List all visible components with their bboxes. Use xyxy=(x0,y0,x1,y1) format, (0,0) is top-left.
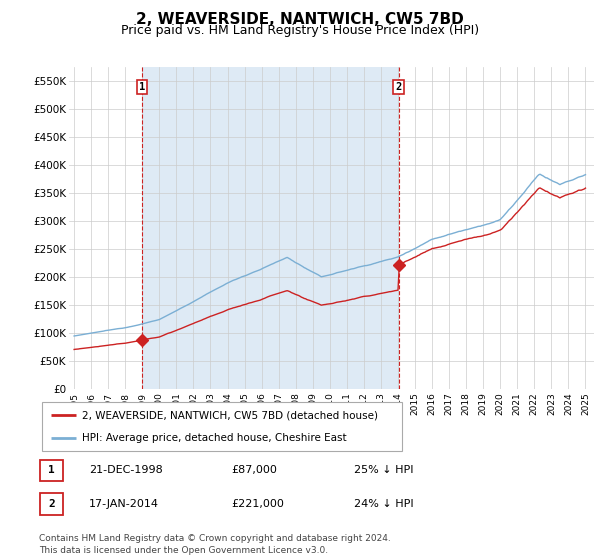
Text: £87,000: £87,000 xyxy=(231,465,277,475)
Text: 2, WEAVERSIDE, NANTWICH, CW5 7BD (detached house): 2, WEAVERSIDE, NANTWICH, CW5 7BD (detach… xyxy=(82,410,377,421)
Text: 1: 1 xyxy=(139,82,145,92)
Text: 2: 2 xyxy=(395,82,402,92)
Text: 17-JAN-2014: 17-JAN-2014 xyxy=(89,499,159,509)
FancyBboxPatch shape xyxy=(42,402,402,451)
Text: HPI: Average price, detached house, Cheshire East: HPI: Average price, detached house, Ches… xyxy=(82,433,346,444)
FancyBboxPatch shape xyxy=(40,460,63,481)
Bar xyxy=(142,67,398,389)
Text: 2, WEAVERSIDE, NANTWICH, CW5 7BD: 2, WEAVERSIDE, NANTWICH, CW5 7BD xyxy=(136,12,464,27)
Text: £221,000: £221,000 xyxy=(231,499,284,509)
Text: 25% ↓ HPI: 25% ↓ HPI xyxy=(354,465,413,475)
Text: 2: 2 xyxy=(48,499,55,509)
Text: 1: 1 xyxy=(48,465,55,475)
Text: 21-DEC-1998: 21-DEC-1998 xyxy=(89,465,163,475)
FancyBboxPatch shape xyxy=(40,493,63,515)
Text: 24% ↓ HPI: 24% ↓ HPI xyxy=(354,499,413,509)
Text: Contains HM Land Registry data © Crown copyright and database right 2024.
This d: Contains HM Land Registry data © Crown c… xyxy=(39,534,391,555)
Text: Price paid vs. HM Land Registry's House Price Index (HPI): Price paid vs. HM Land Registry's House … xyxy=(121,24,479,37)
